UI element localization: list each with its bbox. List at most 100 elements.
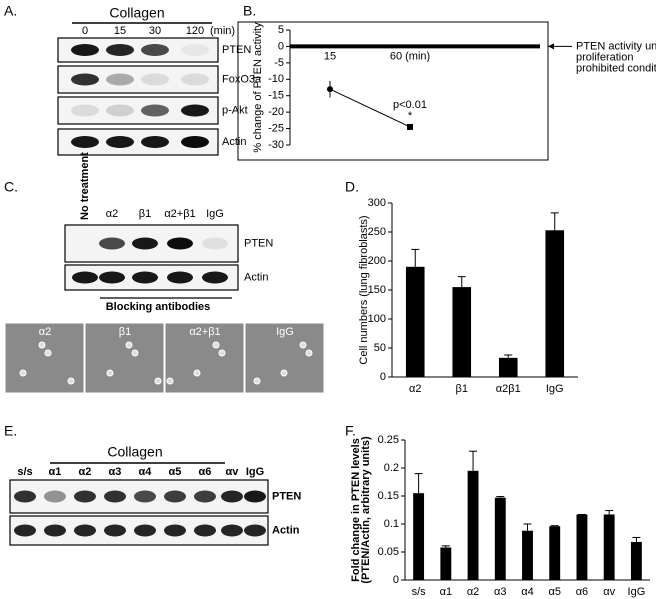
x-tick-label: α6 <box>576 586 588 598</box>
micrograph <box>84 322 165 394</box>
y-tick-label: 5 <box>278 24 284 36</box>
lane-label: α6 <box>199 466 212 478</box>
annotation: p<0.01 <box>393 99 427 111</box>
lane-unit: (min) <box>210 25 235 37</box>
blot-band <box>104 524 126 537</box>
blot-band <box>244 524 266 537</box>
lane-label: IgG <box>206 208 224 220</box>
micrograph-label: α2 <box>39 326 51 338</box>
y-tick-label: -25 <box>268 122 284 134</box>
y-tick-label: 50 <box>374 342 386 354</box>
blot-band <box>106 44 134 56</box>
micrograph-label: IgG <box>276 326 294 338</box>
cell <box>44 349 52 357</box>
lane-label: β1 <box>139 208 151 220</box>
blot-band <box>132 237 158 250</box>
blot-band <box>141 104 169 117</box>
blot-caption: Blocking antibodies <box>106 301 211 313</box>
cell <box>305 349 313 357</box>
panel-label: A. <box>4 3 17 19</box>
micrograph-label: α2+β1 <box>189 326 220 338</box>
panel-label: B. <box>243 3 256 19</box>
blot-band <box>167 271 193 284</box>
blot-band <box>72 271 98 284</box>
cell <box>154 377 162 385</box>
y-tick-label: 0 <box>278 40 284 52</box>
y-axis-label: (PTEN/Actin, arbitrary units) <box>360 436 372 584</box>
y-tick-label: -5 <box>274 57 284 69</box>
x-tick-label: 15 <box>324 50 336 62</box>
lane-label: α3 <box>109 466 122 478</box>
panel-label: D. <box>345 179 359 195</box>
blot-band <box>106 104 134 117</box>
row-label: PTEN <box>272 490 301 502</box>
y-tick-label: 0.2 <box>384 462 399 474</box>
x-tick-label: α2β1 <box>496 383 521 395</box>
y-tick-label: 250 <box>368 226 386 238</box>
bar <box>603 514 615 580</box>
bar <box>498 357 518 377</box>
x-tick-label: α4 <box>521 586 533 598</box>
x-tick-label: β1 <box>456 383 468 395</box>
micrograph <box>164 322 245 394</box>
cell <box>67 377 75 385</box>
blot-band <box>44 524 66 537</box>
blot-band <box>202 237 228 250</box>
bar <box>413 493 425 580</box>
x-tick-label: α5 <box>548 586 560 598</box>
lane-label: α2 <box>106 208 118 220</box>
cell <box>299 341 307 349</box>
x-tick-label: IgG <box>546 383 564 395</box>
y-tick-label: -20 <box>268 106 284 118</box>
bar <box>405 266 425 377</box>
blot-band <box>134 524 156 537</box>
x-tick-label: α3 <box>494 586 506 598</box>
x-tick-label: s/s <box>412 586 427 598</box>
point <box>407 123 413 130</box>
row-label: Actin <box>244 271 268 283</box>
y-tick-label: 0 <box>393 574 399 586</box>
reference-label: PTEN activity under <box>576 40 656 52</box>
cell <box>193 369 201 377</box>
lane-label: α2+β1 <box>164 208 195 220</box>
lane-label: α5 <box>169 466 182 478</box>
cell <box>106 369 114 377</box>
lane-label: 0 <box>82 25 88 37</box>
bar <box>630 541 642 580</box>
panel-label: E. <box>4 423 17 439</box>
blot-band <box>99 237 125 250</box>
blot-band <box>164 490 186 503</box>
reference-label: prohibited condition <box>576 62 656 74</box>
cell <box>131 349 139 357</box>
blot-band <box>244 490 266 503</box>
blot-strip <box>57 37 219 63</box>
blot-band <box>14 490 36 503</box>
row-label: p-Akt <box>222 104 248 116</box>
line <box>329 88 411 128</box>
blot-band <box>141 44 169 56</box>
cell <box>212 341 220 349</box>
row-label: Actin <box>222 136 246 148</box>
y-tick-label: 0.15 <box>378 490 399 502</box>
blot-band <box>132 271 158 284</box>
cell <box>218 349 226 357</box>
x-tick-label: 60 (min) <box>390 50 430 62</box>
lane-label: IgG <box>246 466 264 478</box>
y-tick-label: 0 <box>380 371 386 383</box>
blot-band <box>71 73 99 86</box>
blot-header: Collagen <box>107 444 162 460</box>
y-tick-label: 100 <box>368 313 386 325</box>
blot-band <box>14 524 36 537</box>
blot-band <box>71 104 99 117</box>
bar <box>467 470 479 580</box>
lane-label: α2 <box>79 466 92 478</box>
blot-band <box>181 44 209 56</box>
row-label: PTEN <box>222 44 251 56</box>
blot-band <box>71 136 99 148</box>
blot-band <box>167 237 193 250</box>
y-tick-label: -30 <box>268 139 284 151</box>
blot-band <box>221 524 243 537</box>
blot-band <box>106 136 134 148</box>
cell <box>166 377 174 385</box>
